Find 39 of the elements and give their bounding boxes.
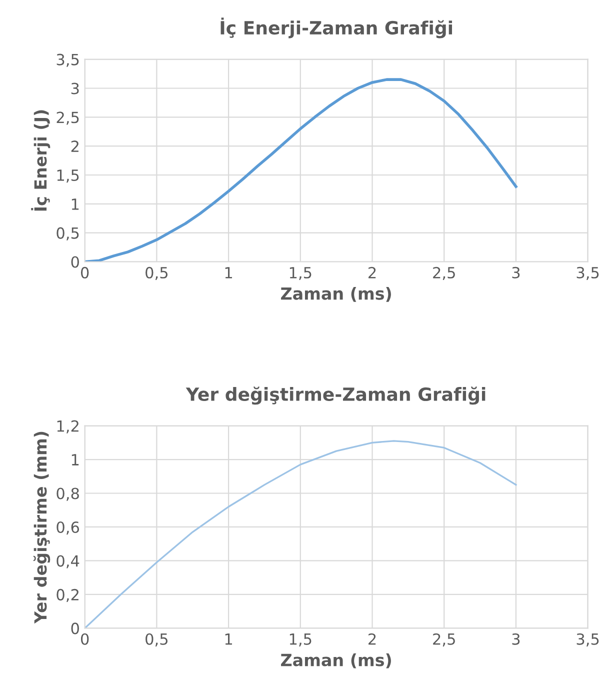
y-tick-label: 3,5 bbox=[56, 54, 79, 67]
y-tick-label: 0 bbox=[71, 622, 79, 634]
y-tick-label: 0,5 bbox=[56, 227, 79, 240]
y-tick-label: 1 bbox=[72, 198, 79, 210]
x-tick-label: 3,5 bbox=[576, 633, 599, 646]
chart-title: Yer değiştirme-Zaman Grafiği bbox=[186, 386, 486, 405]
x-tick-label: 1,5 bbox=[290, 634, 312, 646]
y-axis-title: İç Enerji (J) bbox=[31, 110, 50, 211]
y-tick-label: 1,2 bbox=[57, 420, 78, 434]
x-tick-label: 2 bbox=[368, 266, 376, 278]
x-axis-title: Zaman (ms) bbox=[281, 653, 391, 668]
y-tick-label: 0,2 bbox=[56, 588, 78, 602]
y-tick-label: 1,5 bbox=[57, 170, 79, 183]
chart-title: İç Enerji-Zaman Grafiği bbox=[220, 18, 452, 38]
y-tick-label: 2,5 bbox=[56, 112, 79, 125]
line-series bbox=[84, 78, 518, 262]
x-tick-label: 1 bbox=[225, 634, 232, 645]
line-series bbox=[84, 440, 517, 628]
x-axis-title: Zaman (ms) bbox=[281, 286, 391, 302]
x-tick-label: 0,5 bbox=[146, 633, 168, 646]
x-tick-label: 1,5 bbox=[290, 267, 312, 280]
x-tick-label: 3 bbox=[512, 266, 520, 278]
x-tick-label: 2 bbox=[368, 633, 376, 645]
x-tick-label: 2,5 bbox=[433, 633, 455, 646]
y-tick-label: 3 bbox=[71, 82, 79, 94]
y-tick-label: 0 bbox=[71, 256, 79, 268]
y-tick-label: 0,8 bbox=[56, 488, 79, 501]
x-tick-label: 3,5 bbox=[576, 266, 599, 280]
x-tick-label: 2,5 bbox=[433, 266, 455, 280]
y-axis-title: Yer değiştirme (mm) bbox=[33, 432, 50, 624]
y-tick-label: 0,4 bbox=[56, 555, 80, 568]
y-tick-label: 1 bbox=[72, 454, 79, 466]
x-tick-label: 1 bbox=[225, 267, 232, 278]
x-tick-label: 3 bbox=[512, 633, 520, 645]
y-tick-label: 0,6 bbox=[56, 521, 80, 535]
x-tick-label: 0 bbox=[80, 266, 89, 278]
x-tick-label: 0,5 bbox=[146, 266, 168, 280]
y-tick-label: 2 bbox=[71, 140, 78, 152]
x-tick-label: 0 bbox=[80, 633, 89, 645]
